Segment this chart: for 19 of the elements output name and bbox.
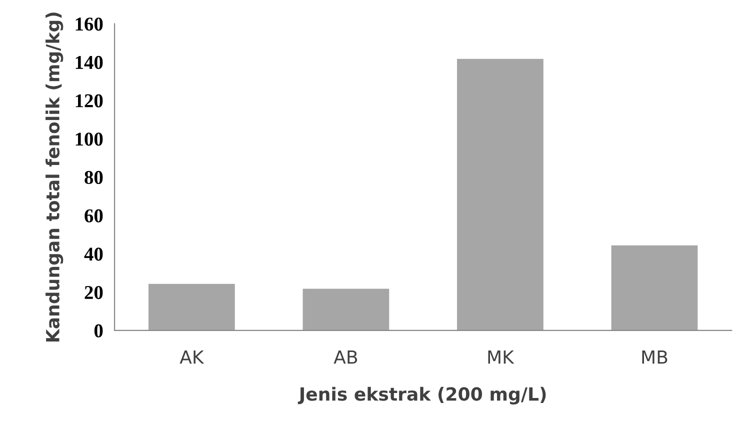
- y-tick-label: 140: [76, 56, 103, 70]
- y-tick-label: 160: [76, 18, 103, 31]
- x-tick-label: MK: [488, 350, 514, 364]
- x-axis-title: Jenis ekstrak (200 mg/L): [298, 386, 546, 404]
- y-tick-label: 40: [84, 248, 103, 261]
- y-tick-label: 120: [76, 94, 103, 108]
- x-tick-label: MB: [642, 350, 668, 364]
- bar: [302, 288, 390, 330]
- x-tick-label: AK: [180, 350, 204, 364]
- y-axis-title: Kandungan total fenolik (mg/kg): [46, 12, 64, 342]
- y-tick-label: 100: [76, 132, 103, 146]
- y-tick-label: 80: [84, 170, 103, 184]
- x-tick-label: AB: [334, 350, 358, 364]
- y-tick-label: 20: [84, 286, 103, 300]
- bar: [148, 284, 235, 330]
- bar: [457, 58, 544, 330]
- y-tick-label: 60: [84, 209, 103, 222]
- y-tick-label: 0: [94, 324, 103, 338]
- bar: [611, 245, 698, 330]
